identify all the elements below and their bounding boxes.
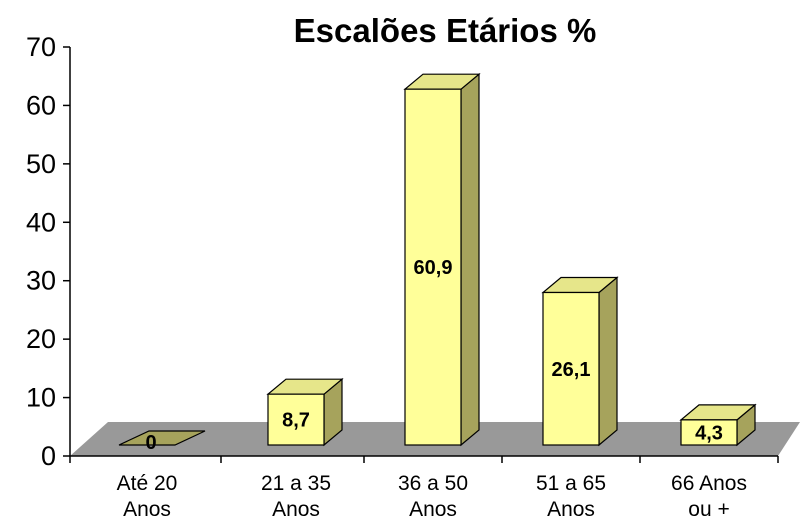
bar-front	[542, 291, 600, 446]
bar: 8,7	[266, 377, 344, 447]
data-label: 60,9	[414, 257, 453, 279]
y-tick-label: 20	[26, 324, 56, 354]
y-tick-label: 10	[26, 383, 56, 413]
bar: 26,1	[541, 276, 619, 447]
y-tick-label: 0	[41, 441, 56, 471]
y-tick-label: 70	[26, 32, 56, 62]
x-tick-label: 36 a 50 Anos	[398, 472, 468, 521]
x-tick-label: Até 20 Anos	[117, 472, 178, 521]
x-tick-label: 21 a 35 Anos	[261, 472, 331, 521]
y-tick-label: 40	[26, 207, 56, 237]
chart-title: Escalões Etários %	[294, 12, 597, 49]
y-tick-label: 60	[26, 90, 56, 120]
x-tick-label: 66 Anos ou +	[671, 472, 747, 521]
bar-side	[460, 72, 480, 447]
bar-front	[267, 393, 325, 446]
bar-top	[118, 430, 206, 446]
bar-side	[598, 276, 618, 447]
y-tick-label: 30	[26, 266, 56, 296]
x-axis-ticks: Até 20 Anos 21 a 35 Anos 36 a 50 Anos 51 a 65 A…	[69, 456, 779, 521]
x-tick-label: 51 a 65 Anos	[536, 472, 606, 521]
y-tick-label: 50	[26, 149, 56, 179]
data-label: 0	[145, 432, 156, 454]
bar-front	[680, 419, 738, 446]
bar: 4,3	[679, 403, 757, 447]
data-label: 4,3	[695, 422, 723, 444]
bars: 0 8,7 60,9 26,1 4,3	[118, 72, 757, 454]
bar-front	[404, 88, 462, 446]
bar: 60,9	[403, 72, 481, 447]
bar: 0	[118, 430, 206, 454]
data-label: 26,1	[552, 359, 591, 381]
y-axis-ticks: 0 10 20 30 40 50 60 70	[26, 32, 70, 471]
data-label: 8,7	[282, 410, 310, 432]
